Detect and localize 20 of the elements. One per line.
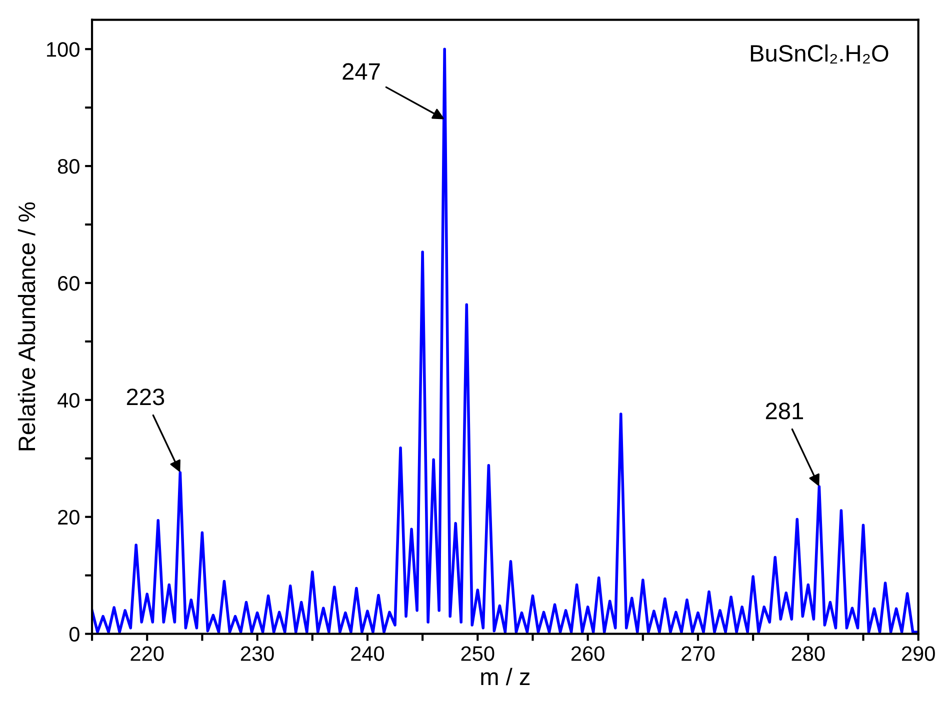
y-axis-title: Relative Abundance / % — [18, 202, 36, 450]
annotation: BuSnCl₂.H₂O — [750, 44, 888, 64]
y-tick-label: 20 — [58, 510, 80, 525]
x-tick-label: 220 — [130, 646, 164, 661]
x-tick-label: 260 — [571, 646, 604, 661]
y-tick-label: 80 — [58, 159, 80, 174]
x-tick-label: 280 — [792, 646, 825, 661]
x-tick-label: 240 — [351, 646, 384, 661]
x-tick-label: 230 — [240, 646, 274, 661]
y-tick-label: 60 — [58, 276, 80, 291]
x-tick-label: 270 — [682, 646, 715, 661]
annotation: 281 — [766, 402, 804, 420]
y-tick-label: 0 — [69, 626, 80, 642]
annotation: 223 — [126, 388, 164, 406]
x-axis-title: m / z — [481, 668, 530, 686]
x-tick-label: 250 — [461, 646, 494, 661]
x-tick-label: 290 — [902, 646, 935, 661]
y-tick-label: 100 — [47, 42, 80, 57]
annotation: 247 — [342, 63, 380, 80]
y-tick-label: 40 — [58, 392, 80, 408]
